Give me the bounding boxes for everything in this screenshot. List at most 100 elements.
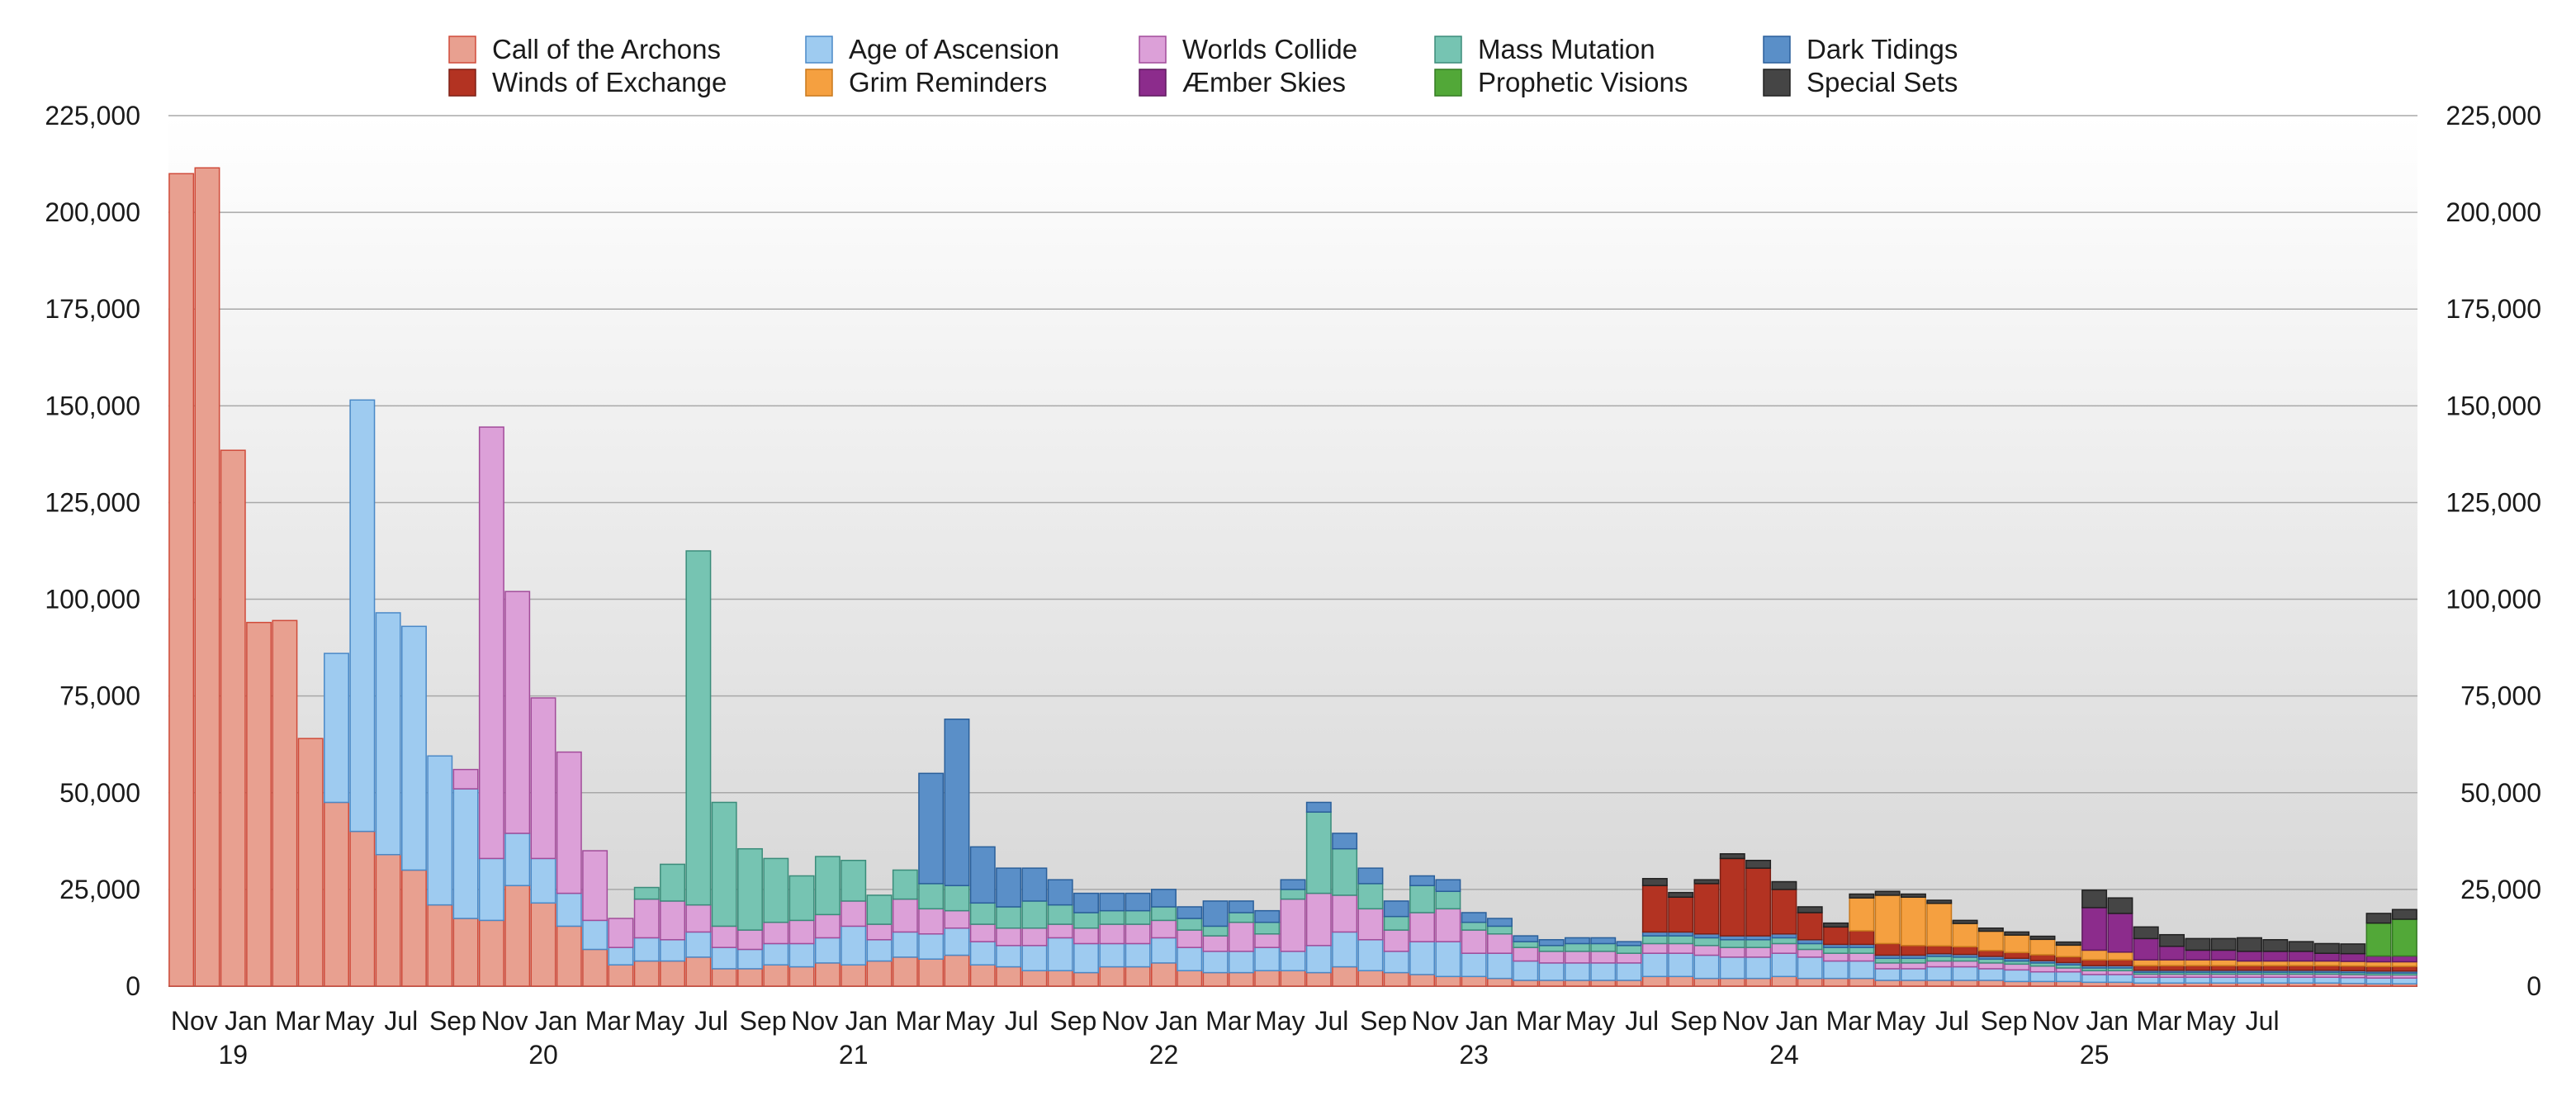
bar-segment: [2365, 913, 2392, 924]
bar-segment: [944, 885, 970, 912]
legend-swatch: [448, 36, 476, 64]
bar-segment: [1616, 941, 1642, 947]
bar-segment: [1797, 948, 1823, 958]
bar-segment: [2159, 965, 2185, 971]
bar-segment: [1797, 942, 1823, 951]
bar-segment: [2340, 952, 2366, 962]
bar-segment: [2004, 980, 2030, 987]
bar-segment: [1254, 921, 1281, 935]
bar-segment: [1487, 977, 1513, 987]
bar-segment: [2237, 976, 2262, 985]
x-tick-label-month: May: [1255, 1006, 1305, 1036]
bar-segment: [1641, 878, 1668, 886]
bar-segment: [1977, 927, 2004, 932]
bar-segment: [1073, 892, 1099, 913]
bar-segment: [582, 948, 608, 987]
y-tick-label-left: 50,000: [59, 778, 140, 808]
bar-segment: [892, 956, 918, 987]
x-tick-label-month: Mar: [1516, 1006, 1561, 1036]
bar-segment: [918, 883, 945, 910]
bar-segment: [1668, 935, 1694, 945]
x-tick-label-month: Sep: [1981, 1006, 2028, 1036]
bar-segment: [2055, 970, 2081, 983]
bar-segment: [556, 925, 582, 987]
bar-segment: [2262, 960, 2289, 966]
bar-segment: [1305, 801, 1332, 813]
legend-label: Special Sets: [1807, 67, 1958, 97]
bar-segment: [737, 847, 763, 931]
bar-segment: [1977, 968, 2004, 981]
x-tick-label-month: Nov: [1412, 1006, 1459, 1036]
bar-segment: [1693, 977, 1720, 987]
bar-segment: [1383, 915, 1409, 931]
bar-segment: [1177, 918, 1203, 931]
bar-segment: [944, 719, 970, 886]
bar-segment: [1849, 947, 1875, 954]
bar-segment: [1874, 942, 1901, 956]
bar-segment: [788, 875, 815, 922]
bar-segment: [1435, 908, 1461, 942]
bar-segment: [2029, 965, 2056, 973]
bar-segment: [1771, 889, 1797, 935]
bar-segment: [1564, 937, 1590, 945]
bar-segment: [1926, 945, 1953, 955]
bar-segment: [1021, 867, 1048, 902]
bar-segment: [1849, 960, 1875, 980]
bar-segment: [1409, 885, 1436, 913]
bar-segment: [2340, 965, 2366, 972]
bar-segment: [1513, 935, 1539, 942]
x-tick-label-month: May: [945, 1006, 994, 1036]
bar-segment: [1280, 951, 1306, 972]
bar-segment: [1719, 956, 1745, 980]
bar-segment: [892, 931, 918, 958]
bar-segment: [1099, 966, 1125, 987]
bar-segment: [1228, 912, 1254, 923]
bar-segment: [168, 173, 195, 987]
x-tick-label-month: Nov: [1101, 1006, 1148, 1036]
bar-segment: [1202, 951, 1229, 974]
y-tick-label-right: 75,000: [2460, 681, 2541, 711]
bar-segment: [1668, 896, 1694, 933]
bar-segment: [1047, 904, 1073, 925]
bar-segment: [400, 625, 427, 871]
bar-segment: [737, 948, 763, 970]
bar-segment: [1874, 980, 1901, 987]
bar-segment: [1099, 909, 1125, 925]
bar-segment: [1745, 867, 1772, 937]
bar-segment: [2055, 941, 2081, 947]
x-tick-label-month: Nov: [171, 1006, 218, 1036]
bar-segment: [2313, 960, 2340, 966]
x-tick-label-month: May: [1876, 1006, 1925, 1036]
bar-segment: [2313, 976, 2340, 985]
legend-label: Prophetic Visions: [1478, 67, 1688, 97]
x-tick-label-month: Jul: [1005, 1006, 1039, 1036]
bar-segment: [1926, 966, 1953, 981]
x-tick-label-month: May: [2185, 1006, 2235, 1036]
legend-label: Winds of Exchange: [492, 67, 727, 97]
bar-segment: [2133, 937, 2159, 961]
bar-segment: [2081, 974, 2108, 984]
bar-segment: [2004, 931, 2030, 936]
bar-segment: [2159, 959, 2185, 966]
bar-segment: [2004, 969, 2030, 983]
bar-segment: [1771, 952, 1797, 978]
bar-segment: [1797, 912, 1823, 941]
bar-segment: [1745, 860, 1772, 869]
bar-segment: [2391, 918, 2417, 957]
bar-segment: [349, 399, 376, 833]
bar-segment: [866, 894, 893, 925]
bar-segment: [2004, 963, 2030, 971]
bar-segment: [1952, 980, 1978, 987]
bar-segment: [2288, 941, 2314, 952]
bar-segment: [1021, 900, 1048, 929]
bar-segment: [1641, 935, 1668, 945]
legend-label: Worlds Collide: [1182, 34, 1357, 64]
bar-segment: [504, 833, 531, 886]
x-tick-label-month: Mar: [275, 1006, 320, 1036]
bar-segment: [1797, 956, 1823, 980]
bar-segment: [633, 937, 660, 962]
bar-segment: [452, 768, 479, 790]
legend-swatch: [1139, 69, 1167, 97]
bar-segment: [2288, 976, 2314, 985]
bar-segment: [2391, 961, 2417, 967]
